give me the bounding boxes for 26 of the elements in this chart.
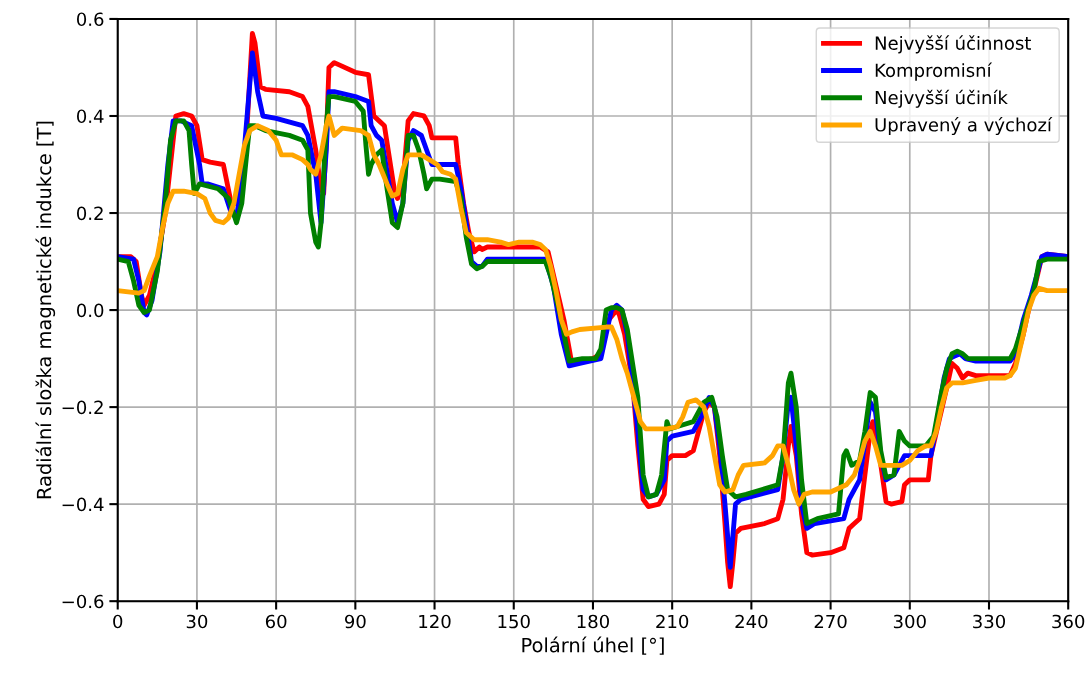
y-tick-label: 0.6 [77, 12, 104, 27]
x-tick-label: 240 [735, 614, 768, 629]
x-tick-label: 150 [498, 614, 530, 629]
x-tick-label: 270 [814, 614, 847, 629]
y-tick-label: −0.4 [62, 497, 104, 512]
x-tick-label: 180 [577, 614, 609, 629]
x-tick-label: 0 [113, 614, 123, 629]
x-tick-label: 360 [1052, 614, 1085, 629]
legend-label: Upravený a výchozí [875, 116, 1053, 136]
x-tick-label: 120 [419, 614, 451, 629]
x-axis-title: Polární úhel [°] [522, 636, 664, 655]
y-tick-label: −0.2 [62, 400, 103, 415]
legend-label: Kompromisní [875, 62, 993, 81]
y-tick-label: 0.0 [77, 303, 104, 318]
x-tick-label: 210 [656, 614, 689, 629]
legend-label: Nejvyšší účinnost [875, 35, 1031, 54]
x-tick-label: 300 [893, 614, 926, 629]
x-tick-label: 30 [186, 614, 208, 629]
y-tick-label: 0.2 [77, 206, 103, 221]
legend-label: Nejvyšší účiník [875, 89, 1008, 108]
y-tick-label: −0.6 [62, 594, 104, 609]
y-tick-label: 0.4 [77, 109, 104, 124]
x-tick-label: 60 [265, 614, 287, 629]
x-tick-label: 330 [973, 614, 1006, 629]
x-tick-label: 90 [344, 614, 366, 629]
y-axis-title: Radiální složka magnetické indukce [T] [35, 121, 56, 499]
